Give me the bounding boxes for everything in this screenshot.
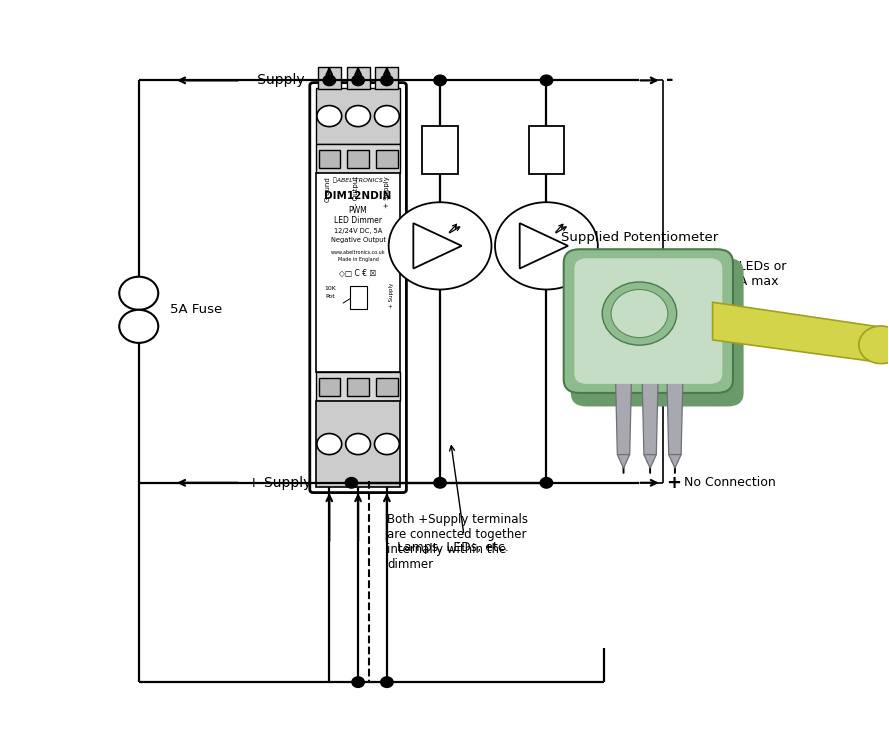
Bar: [317, 67, 340, 89]
Bar: [316, 401, 400, 487]
Text: + Supply: + Supply: [388, 282, 394, 308]
Circle shape: [323, 75, 335, 85]
Bar: [316, 372, 400, 401]
Circle shape: [434, 478, 446, 488]
Bar: [318, 149, 340, 168]
Text: www.abeltronics.co.uk: www.abeltronics.co.uk: [331, 250, 386, 254]
Polygon shape: [615, 378, 631, 455]
Text: Negative Output: Negative Output: [331, 237, 386, 243]
Text: - Supply: - Supply: [248, 73, 304, 88]
Circle shape: [434, 75, 446, 85]
Bar: [376, 378, 397, 396]
Circle shape: [541, 478, 553, 488]
Circle shape: [352, 677, 364, 687]
Text: Pot: Pot: [325, 294, 335, 299]
Bar: [347, 67, 370, 89]
Polygon shape: [413, 223, 461, 269]
Text: - Output: - Output: [353, 176, 359, 205]
Text: 10K: 10K: [324, 285, 336, 291]
Polygon shape: [713, 302, 881, 362]
Text: No Connection: No Connection: [684, 476, 775, 488]
Text: 12/24V DC, 5A: 12/24V DC, 5A: [334, 228, 382, 234]
FancyBboxPatch shape: [571, 258, 743, 406]
Circle shape: [374, 433, 399, 455]
Circle shape: [388, 202, 492, 289]
Circle shape: [602, 282, 677, 345]
Circle shape: [374, 106, 399, 127]
Text: PWM: PWM: [348, 206, 367, 215]
Bar: [348, 378, 369, 396]
Circle shape: [346, 106, 371, 127]
Bar: [316, 173, 400, 372]
Bar: [316, 144, 400, 173]
Circle shape: [316, 433, 341, 455]
Bar: [316, 88, 400, 144]
Circle shape: [380, 75, 393, 85]
Circle shape: [541, 75, 553, 85]
Bar: [422, 125, 458, 174]
Polygon shape: [669, 455, 681, 468]
Bar: [348, 149, 369, 168]
Text: To more LEDs or
lamps. 5A max
load: To more LEDs or lamps. 5A max load: [685, 260, 786, 303]
Circle shape: [380, 677, 393, 687]
Text: -: -: [666, 72, 674, 89]
Text: + Supply: + Supply: [384, 176, 390, 208]
Circle shape: [495, 202, 597, 289]
FancyBboxPatch shape: [564, 249, 733, 393]
Polygon shape: [617, 455, 629, 468]
Text: Made in England: Made in England: [338, 257, 379, 262]
Polygon shape: [667, 378, 683, 455]
Polygon shape: [644, 455, 656, 468]
Polygon shape: [520, 223, 568, 269]
FancyBboxPatch shape: [574, 258, 723, 384]
Text: + Supply: + Supply: [248, 476, 311, 490]
Circle shape: [119, 276, 158, 310]
Circle shape: [345, 478, 357, 488]
Text: +: +: [666, 474, 681, 492]
Text: Lamps, LEDs, etc.: Lamps, LEDs, etc.: [397, 541, 509, 554]
Circle shape: [859, 326, 889, 364]
Circle shape: [119, 310, 158, 343]
Bar: [318, 378, 340, 396]
Text: Both +Supply terminals
are connected together
internally within the
dimmer: Both +Supply terminals are connected tog…: [387, 513, 528, 571]
Circle shape: [316, 106, 341, 127]
Circle shape: [352, 75, 364, 85]
Bar: [529, 125, 565, 174]
Text: ⓆABEL TRONICS: ⓆABEL TRONICS: [333, 177, 383, 183]
FancyBboxPatch shape: [309, 82, 406, 492]
Bar: [376, 149, 397, 168]
Text: Ground: Ground: [324, 176, 331, 202]
Text: ◇□ C € ☒: ◇□ C € ☒: [340, 270, 377, 278]
Circle shape: [346, 433, 371, 455]
Text: LED Dimmer: LED Dimmer: [334, 216, 382, 225]
Polygon shape: [642, 378, 658, 455]
Text: DIM12NDIN: DIM12NDIN: [324, 191, 392, 201]
Text: Supplied Potentiometer: Supplied Potentiometer: [561, 231, 718, 244]
Text: 5A Fuse: 5A Fuse: [170, 304, 222, 316]
Bar: [375, 67, 398, 89]
Bar: [349, 286, 367, 309]
Circle shape: [611, 289, 668, 337]
